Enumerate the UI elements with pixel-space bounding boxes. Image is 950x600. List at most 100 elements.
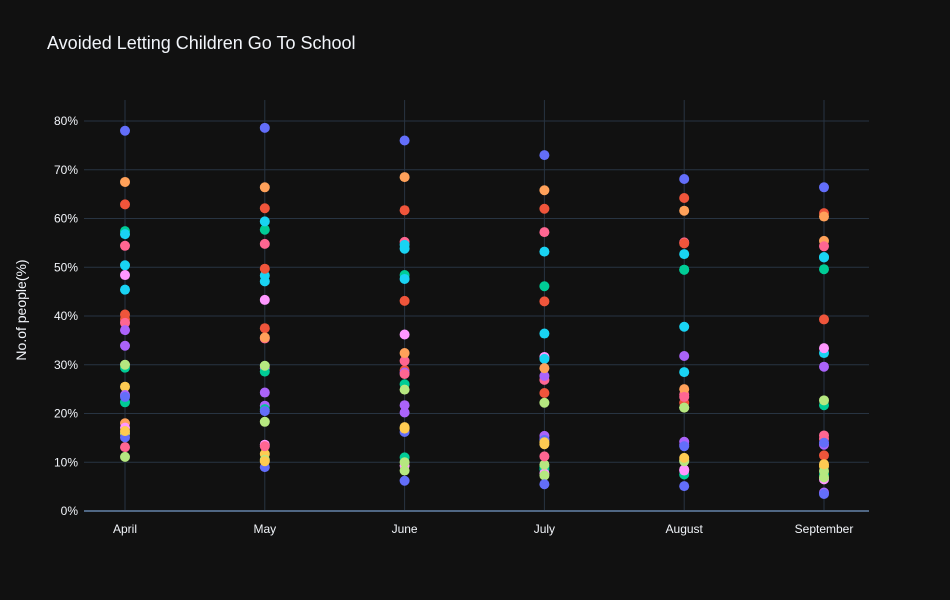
data-point[interactable] <box>539 185 550 196</box>
data-point[interactable] <box>819 241 829 252</box>
data-point[interactable] <box>120 381 130 392</box>
data-point[interactable] <box>120 391 130 402</box>
data-point[interactable] <box>539 246 550 257</box>
data-point[interactable] <box>539 353 550 364</box>
data-point[interactable] <box>539 437 550 448</box>
data-point[interactable] <box>259 294 270 305</box>
data-point[interactable] <box>259 323 270 334</box>
data-point[interactable] <box>399 407 410 418</box>
data-point[interactable] <box>120 340 130 351</box>
data-point[interactable] <box>679 441 690 452</box>
data-point[interactable] <box>399 384 410 395</box>
data-point[interactable] <box>819 450 829 461</box>
data-point[interactable] <box>819 472 829 483</box>
data-point[interactable] <box>120 451 130 462</box>
data-point[interactable] <box>819 488 829 499</box>
data-point[interactable] <box>539 459 550 470</box>
data-point[interactable] <box>259 216 270 227</box>
data-point[interactable] <box>259 456 270 467</box>
data-point[interactable] <box>259 332 270 343</box>
data-point[interactable] <box>259 387 270 398</box>
data-point[interactable] <box>399 400 410 411</box>
data-point[interactable] <box>399 135 410 146</box>
data-point[interactable] <box>819 314 829 325</box>
data-point[interactable] <box>679 367 690 378</box>
data-point[interactable] <box>679 264 690 275</box>
data-point[interactable] <box>399 369 410 380</box>
data-point[interactable] <box>259 238 270 249</box>
data-point[interactable] <box>819 361 829 372</box>
data-point[interactable] <box>679 193 690 204</box>
data-point[interactable] <box>679 402 690 413</box>
data-point[interactable] <box>539 363 550 374</box>
data-point[interactable] <box>259 122 270 133</box>
data-point[interactable] <box>679 321 690 332</box>
data-point[interactable] <box>259 360 270 371</box>
data-point[interactable] <box>399 355 410 366</box>
data-point[interactable] <box>819 252 829 263</box>
data-point[interactable] <box>819 437 829 448</box>
data-point[interactable] <box>539 203 550 214</box>
data-point[interactable] <box>679 452 690 463</box>
data-point[interactable] <box>679 205 690 216</box>
data-point[interactable] <box>259 182 270 193</box>
data-point[interactable] <box>259 441 270 452</box>
data-point[interactable] <box>399 239 410 250</box>
data-point[interactable] <box>120 240 130 251</box>
data-point[interactable] <box>679 249 690 260</box>
data-point[interactable] <box>539 150 550 161</box>
data-point[interactable] <box>399 329 410 340</box>
data-point[interactable] <box>399 423 410 434</box>
data-point[interactable] <box>259 416 270 427</box>
data-point[interactable] <box>679 391 690 402</box>
data-point[interactable] <box>259 224 270 235</box>
data-point[interactable] <box>679 465 690 476</box>
data-point[interactable] <box>819 459 829 470</box>
data-point[interactable] <box>120 426 130 437</box>
data-point[interactable] <box>399 475 410 486</box>
data-point[interactable] <box>120 229 130 240</box>
data-point[interactable] <box>539 370 550 381</box>
data-point[interactable] <box>120 176 130 187</box>
data-point[interactable] <box>399 465 410 476</box>
data-point[interactable] <box>819 264 829 275</box>
data-point[interactable] <box>259 276 270 287</box>
data-point[interactable] <box>399 273 410 284</box>
data-point[interactable] <box>120 284 130 295</box>
data-point[interactable] <box>399 295 410 306</box>
data-point[interactable] <box>679 238 690 249</box>
data-point[interactable] <box>120 442 130 453</box>
data-point[interactable] <box>120 260 130 271</box>
data-point[interactable] <box>539 470 550 481</box>
data-point[interactable] <box>819 211 829 222</box>
data-point[interactable] <box>539 227 550 238</box>
data-point[interactable] <box>539 296 550 307</box>
data-point[interactable] <box>539 328 550 339</box>
data-point[interactable] <box>539 451 550 462</box>
data-point[interactable] <box>679 174 690 185</box>
data-point[interactable] <box>819 343 829 354</box>
data-point[interactable] <box>539 479 550 490</box>
data-point[interactable] <box>819 395 829 406</box>
data-point[interactable] <box>120 317 130 328</box>
data-point[interactable] <box>399 205 410 216</box>
data-point[interactable] <box>539 388 550 399</box>
data-point[interactable] <box>679 384 690 395</box>
data-point[interactable] <box>120 125 130 136</box>
data-point[interactable] <box>120 325 130 336</box>
data-point[interactable] <box>679 481 690 492</box>
data-point[interactable] <box>120 359 130 370</box>
data-point[interactable] <box>539 397 550 408</box>
data-point[interactable] <box>819 182 829 193</box>
data-point[interactable] <box>120 270 130 281</box>
data-point[interactable] <box>259 203 270 214</box>
data-point[interactable] <box>259 263 270 274</box>
data-point[interactable] <box>399 172 410 183</box>
data-point[interactable] <box>399 348 410 359</box>
data-point[interactable] <box>120 199 130 210</box>
data-point[interactable] <box>539 281 550 292</box>
data-point[interactable] <box>679 350 690 361</box>
data-point[interactable] <box>399 457 410 468</box>
data-point[interactable] <box>259 406 270 417</box>
